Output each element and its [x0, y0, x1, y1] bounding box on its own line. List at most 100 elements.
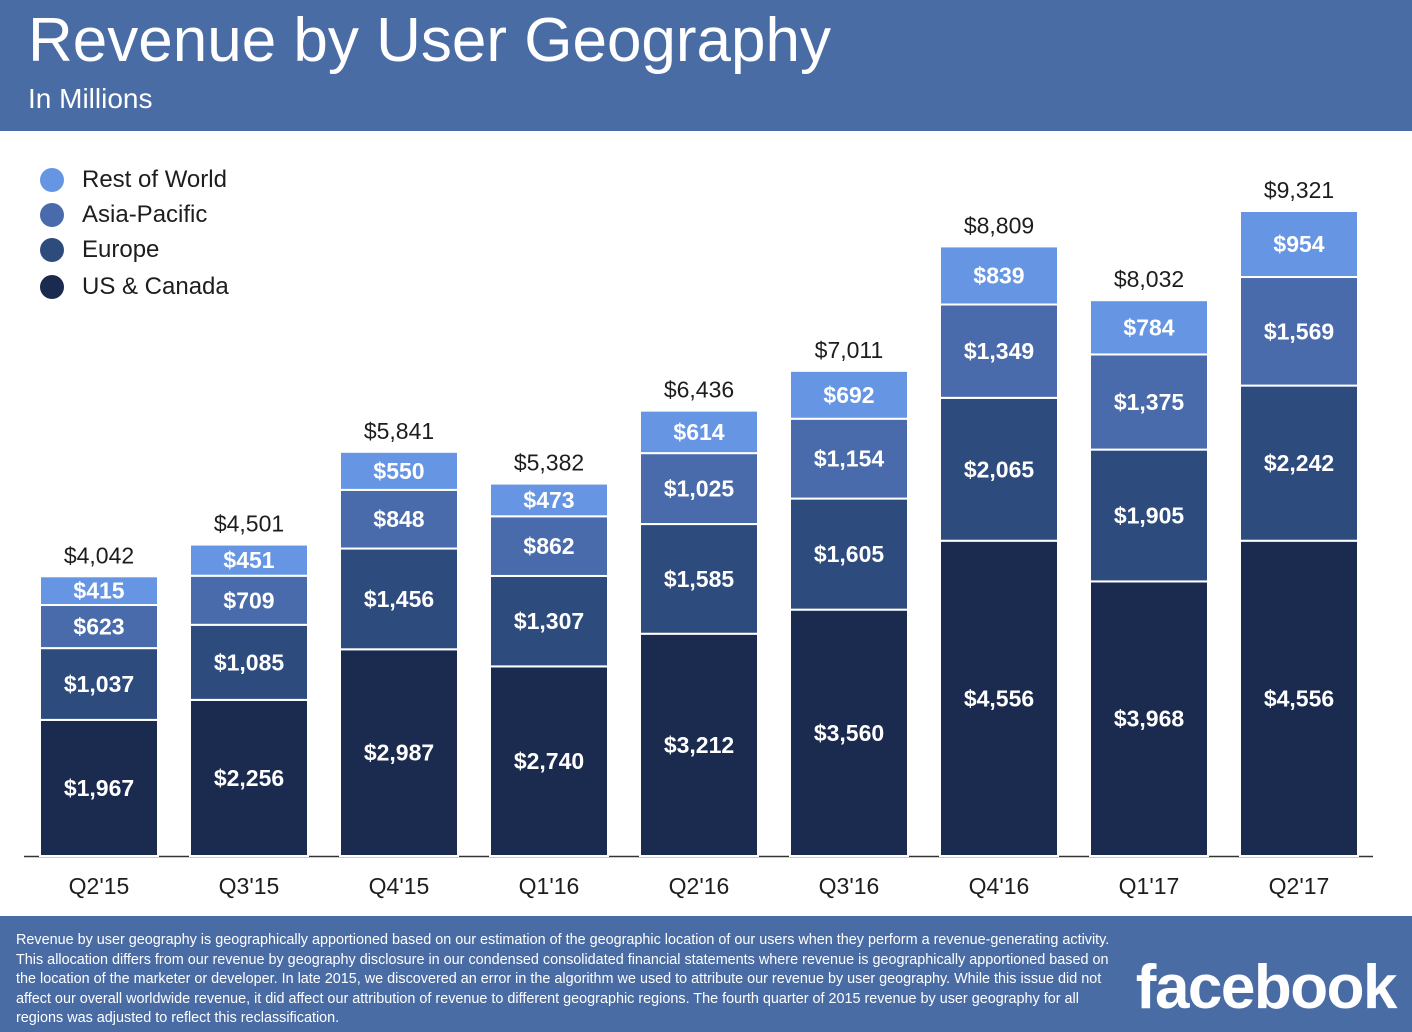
legend-label-asia-pacific: Asia-Pacific [82, 201, 208, 228]
bar-segment-rest-of-world [39, 575, 159, 607]
x-tick-label: Q1'17 [1119, 873, 1180, 899]
bar-segment-asia-pacific [39, 604, 159, 650]
data-label-europe: $1,605 [814, 541, 885, 567]
data-label-asia-pacific: $848 [373, 506, 424, 532]
bar-segment-us-and-canada [1239, 539, 1359, 857]
data-label-rest-of-world: $954 [1273, 231, 1324, 257]
data-label-rest-of-world: $784 [1123, 314, 1174, 340]
data-label-europe: $2,242 [1264, 450, 1334, 476]
facebook-logo: facebook [1135, 953, 1398, 1022]
footnote: Revenue by user geography is geographica… [16, 932, 1110, 1026]
bar-segment-rest-of-world [1089, 299, 1209, 356]
data-label-europe: $1,085 [214, 649, 285, 675]
bar-segment-rest-of-world [339, 450, 459, 491]
legend-swatch-rest-of-world [40, 168, 64, 192]
bar-segment-asia-pacific [789, 417, 909, 500]
total-label: $4,501 [214, 511, 284, 537]
data-label-asia-pacific: $1,349 [964, 338, 1034, 364]
bar-segment-asia-pacific [339, 488, 459, 550]
bar-segment-us-and-canada [189, 698, 309, 857]
bar-segment-europe [789, 497, 909, 611]
data-label-europe: $1,037 [64, 671, 134, 697]
data-label-asia-pacific: $1,154 [814, 446, 885, 472]
bar-segment-asia-pacific [489, 515, 609, 577]
data-label-us-and-canada: $2,987 [364, 740, 434, 766]
legend-swatch-us-canada [40, 275, 64, 299]
x-tick-label: Q4'15 [369, 873, 430, 899]
bar-segment-asia-pacific [1239, 276, 1359, 387]
total-label: $8,032 [1114, 266, 1184, 292]
legend-label-europe: Europe [82, 236, 160, 263]
data-label-europe: $1,585 [664, 566, 735, 592]
x-tick-label: Q1'16 [519, 873, 580, 899]
bar-segment-asia-pacific [1089, 353, 1209, 451]
total-label: $9,321 [1264, 177, 1334, 203]
header-banner: Revenue by User Geography In Millions [0, 0, 1412, 131]
bar-segment-rest-of-world [639, 409, 759, 455]
legend-swatch-europe [40, 238, 64, 262]
data-label-rest-of-world: $451 [223, 547, 274, 573]
bar-segment-europe [39, 647, 159, 721]
bar-segment-rest-of-world [489, 482, 609, 518]
x-tick-label: Q2'17 [1269, 873, 1330, 899]
data-label-rest-of-world: $550 [373, 458, 424, 484]
data-label-us-and-canada: $4,556 [964, 685, 1034, 711]
total-label: $7,011 [815, 337, 884, 363]
chart-title: Revenue by User Geography [28, 6, 832, 75]
bar-segment-us-and-canada [939, 539, 1059, 857]
legend-label-rest-of-world: Rest of World [82, 166, 227, 193]
data-label-rest-of-world: $614 [673, 419, 724, 445]
data-label-us-and-canada: $3,212 [664, 732, 734, 758]
data-label-asia-pacific: $623 [73, 614, 124, 640]
data-label-rest-of-world: $473 [523, 487, 574, 513]
data-label-rest-of-world: $839 [973, 262, 1024, 288]
x-tick-label: Q2'16 [669, 873, 730, 899]
total-label: $8,809 [964, 212, 1034, 238]
bar-segment-asia-pacific [189, 574, 309, 626]
data-label-asia-pacific: $1,375 [1114, 389, 1185, 415]
data-label-europe: $1,456 [364, 586, 434, 612]
bar-segment-rest-of-world [939, 245, 1059, 306]
footer-banner: Revenue by user geography is geographica… [0, 916, 1412, 1032]
data-label-asia-pacific: $1,025 [664, 476, 735, 502]
bar-segment-rest-of-world [189, 543, 309, 577]
stacked-bar-chart: $1,967 $1,037 $623 $415 $4,042 Q2'15 $2,256 $1,… [24, 177, 1373, 899]
data-label-us-and-canada: $2,740 [514, 748, 584, 774]
data-label-us-and-canada: $4,556 [1264, 685, 1334, 711]
data-label-us-and-canada: $3,560 [814, 720, 884, 746]
data-label-asia-pacific: $709 [223, 587, 274, 613]
bar-segment-us-and-canada [639, 632, 759, 858]
bar-segment-rest-of-world [789, 369, 909, 420]
data-label-europe: $1,307 [514, 608, 584, 634]
x-tick-label: Q4'16 [969, 873, 1030, 899]
data-label-rest-of-world: $692 [823, 382, 874, 408]
bar-segment-europe [489, 574, 609, 668]
data-label-us-and-canada: $2,256 [214, 765, 284, 791]
total-label: $5,841 [364, 418, 434, 444]
bar-segment-us-and-canada [489, 665, 609, 857]
bar-segment-asia-pacific [639, 452, 759, 526]
bar-segment-europe [339, 547, 459, 651]
bar-segment-europe [639, 523, 759, 635]
chart-subtitle: In Millions [28, 83, 153, 114]
data-label-europe: $2,065 [964, 456, 1035, 482]
bar-segment-europe [939, 396, 1059, 542]
total-label: $6,436 [664, 377, 734, 403]
bar-segment-us-and-canada [1089, 580, 1209, 857]
bar-segment-us-and-canada [339, 648, 459, 857]
x-tick-label: Q3'16 [819, 873, 880, 899]
legend-label-us-canada: US & Canada [82, 273, 229, 300]
x-tick-label: Q2'15 [69, 873, 130, 899]
data-label-asia-pacific: $1,569 [1264, 318, 1334, 344]
data-label-rest-of-world: $415 [73, 578, 124, 604]
bar-segment-rest-of-world [1239, 210, 1359, 279]
bar-segment-us-and-canada [789, 608, 909, 857]
total-label: $4,042 [64, 542, 134, 568]
bar-segment-europe [1089, 448, 1209, 583]
legend-swatch-asia-pacific [40, 203, 64, 227]
bar-segment-europe [1239, 384, 1359, 542]
data-label-us-and-canada: $3,968 [1114, 706, 1185, 732]
data-label-europe: $1,905 [1114, 503, 1185, 529]
x-tick-label: Q3'15 [219, 873, 280, 899]
data-label-us-and-canada: $1,967 [64, 775, 134, 801]
